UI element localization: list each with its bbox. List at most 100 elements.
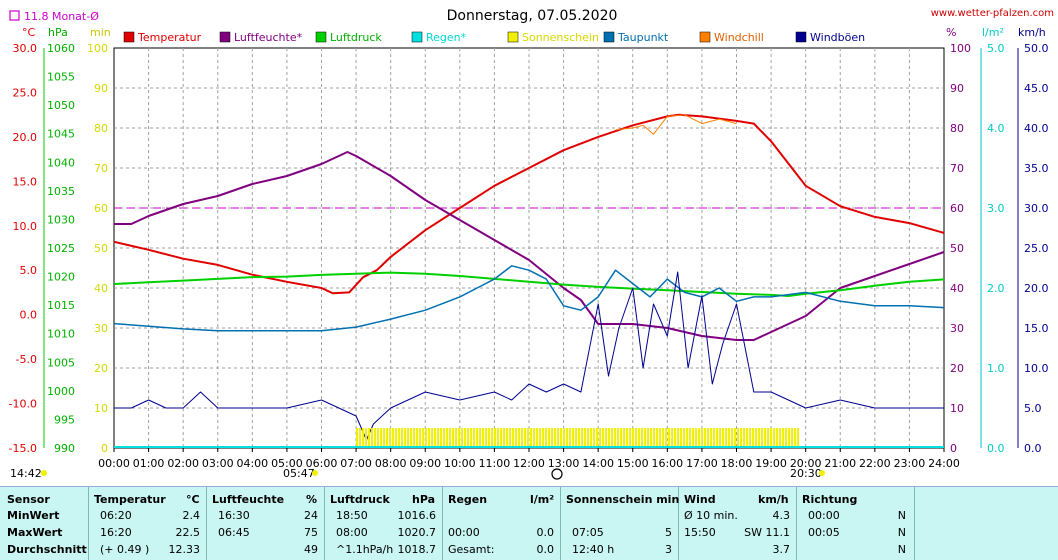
- wind-tick-label: 10.0: [1024, 362, 1049, 375]
- sunshine-bar: [581, 428, 584, 448]
- sunshine-tick-label: 80: [94, 122, 108, 135]
- sunshine-bar: [734, 428, 737, 448]
- pressure-unit: hPa: [48, 26, 68, 39]
- grid: [113, 47, 945, 449]
- temp-tick-label: 10.0: [13, 220, 38, 233]
- sunshine-bar: [635, 428, 638, 448]
- sunshine-bar: [425, 428, 428, 448]
- sunshine-bar: [710, 428, 713, 448]
- legend-swatch: [123, 31, 135, 43]
- pressure-tick-label: 1005: [47, 356, 75, 369]
- stats-cell-hum-val: 75: [304, 526, 318, 539]
- sunshine-bar: [593, 428, 596, 448]
- sunshine-bar: [644, 428, 647, 448]
- sunshine-bar: [743, 428, 746, 448]
- wind-tick-label: 25.0: [1024, 242, 1049, 255]
- header-sunshine: Sonnenschein min: [566, 493, 680, 506]
- sunshine-bar: [692, 428, 695, 448]
- sunshine-bar: [452, 428, 455, 448]
- sunshine-bar: [623, 428, 626, 448]
- sunshine-bar: [443, 428, 446, 448]
- legend-swatch: [603, 31, 615, 43]
- sunshine-bar: [632, 428, 635, 448]
- sunshine-bar: [569, 428, 572, 448]
- sunshine-bar: [638, 428, 641, 448]
- stats-cell-rain-val: 0.0: [536, 543, 555, 556]
- wind-tick-label: 50.0: [1024, 42, 1049, 55]
- sunshine-bar: [590, 428, 593, 448]
- sunshine-bar: [521, 428, 524, 448]
- sunshine-bar: [365, 428, 368, 448]
- stats-cell-temp-val: 12.33: [168, 543, 201, 556]
- x-tick-label: 02:00: [167, 457, 199, 470]
- stats-cell-hum-val: 24: [304, 509, 318, 522]
- sunshine-bar: [551, 428, 554, 448]
- sunshine-tick-label: 90: [94, 82, 108, 95]
- pressure-tick-label: 995: [54, 413, 75, 426]
- sunshine-bar: [536, 428, 539, 448]
- sunshine-bar: [680, 428, 683, 448]
- website-link[interactable]: www.wetter-pfalzen.com: [931, 8, 1054, 19]
- wind-tick-label: 0.0: [1024, 442, 1042, 455]
- weather-chart: Donnerstag, 07.05.2020 www.wetter-pfalze…: [9, 8, 1054, 480]
- sunshine-bar: [683, 428, 686, 448]
- col-divider: [88, 487, 89, 560]
- header-direction: Richtung: [802, 493, 858, 506]
- sunshine-bar: [377, 428, 380, 448]
- sunshine-bar: [482, 428, 485, 448]
- legend-swatch: [315, 31, 327, 43]
- sunshine-bar: [686, 428, 689, 448]
- sunshine-bar: [797, 428, 800, 448]
- sunshine-tick-label: 40: [94, 282, 108, 295]
- sunshine-bar: [491, 428, 494, 448]
- stats-cell-wind-val: 3.7: [772, 543, 791, 556]
- pressure-tick-label: 1000: [47, 385, 75, 398]
- sunshine-bar: [659, 428, 662, 448]
- sunshine-bar: [473, 428, 476, 448]
- header-humidity: Luftfeuchte: [212, 493, 285, 506]
- stats-cell-rain-val: 0.0: [536, 526, 555, 539]
- x-tick-label: 04:00: [236, 457, 268, 470]
- legend-label: Sonnenschein: [522, 31, 599, 44]
- sunshine-bar: [713, 428, 716, 448]
- stats-cell-wind-time: Ø 10 min.: [684, 509, 738, 522]
- noon-marker-icon: [551, 468, 563, 480]
- stats-cell-dir-val: N: [897, 509, 906, 522]
- pressure-tick-label: 1015: [47, 299, 75, 312]
- temp-unit: °C: [22, 26, 36, 39]
- sunshine-tick-label: 70: [94, 162, 108, 175]
- sunshine-bar: [701, 428, 704, 448]
- sunshine-bar: [785, 428, 788, 448]
- col-divider: [914, 487, 915, 560]
- sunshine-bar: [440, 428, 443, 448]
- sunshine-bar: [689, 428, 692, 448]
- series-layer: [113, 113, 945, 448]
- sunshine-bar: [614, 428, 617, 448]
- sunshine-bar: [779, 428, 782, 448]
- sunshine-bar: [509, 428, 512, 448]
- legend-label: Regen*: [426, 31, 467, 44]
- sunshine-bar: [449, 428, 452, 448]
- axes: 30.0 25.0 20.0 15.0 10.0 5.0 0.0 -5.0 -10.0 -15.0…: [9, 42, 1049, 470]
- rain-tick-label: 5.0: [987, 42, 1005, 55]
- sunshine-tick-label: 20: [94, 362, 108, 375]
- sunshine-bar: [560, 428, 563, 448]
- sunshine-tick-label: 100: [87, 42, 108, 55]
- sunshine-bar: [407, 428, 410, 448]
- x-tick-label: 14:00: [582, 457, 614, 470]
- header-pressure-unit: hPa: [412, 493, 436, 506]
- pressure-line: [113, 271, 945, 297]
- sunshine-bar: [665, 428, 668, 448]
- sunshine-bar: [413, 428, 416, 448]
- sunshine-bar: [698, 428, 701, 448]
- sunshine-bar: [515, 428, 518, 448]
- wind-tick-label: 30.0: [1024, 202, 1049, 215]
- sunshine-bar: [704, 428, 707, 448]
- stats-cell-temp-time: 16:20: [100, 526, 132, 539]
- pressure-tick-label: 1040: [47, 156, 75, 169]
- sunshine-bar: [674, 428, 677, 448]
- sunshine-bar: [596, 428, 599, 448]
- sunrise-label: 05:47: [283, 467, 315, 480]
- sunshine-bar: [662, 428, 665, 448]
- sunshine-bar: [542, 428, 545, 448]
